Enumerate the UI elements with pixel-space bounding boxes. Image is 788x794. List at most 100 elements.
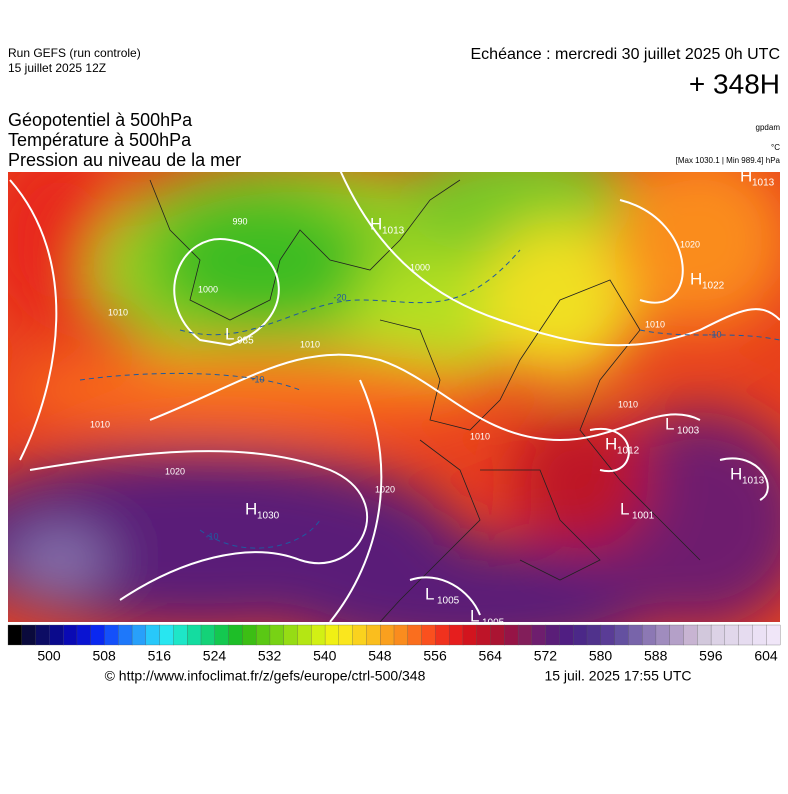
valid-time: Echéance : mercredi 30 juillet 2025 0h U… bbox=[471, 46, 781, 63]
colorbar-label: 508 bbox=[92, 648, 116, 664]
isobar-label: 1020 bbox=[680, 239, 700, 249]
colorbar-label: 556 bbox=[423, 648, 447, 664]
colorbar-cell bbox=[214, 624, 230, 646]
colorbar-cell bbox=[35, 624, 50, 646]
colorbar-cell bbox=[145, 624, 161, 646]
isobar-label: 1010 bbox=[645, 319, 665, 329]
run: Run GEFS (run controle) bbox=[8, 46, 141, 60]
isobar-label: 1000 bbox=[198, 284, 218, 294]
colorbar-cell bbox=[159, 624, 174, 646]
colorbar-cell bbox=[118, 624, 133, 646]
colorbar-label: 604 bbox=[754, 648, 778, 664]
colorbar-cell bbox=[752, 624, 767, 646]
colorbar-cell bbox=[766, 624, 781, 646]
colorbar-cell bbox=[269, 624, 285, 646]
colorbar-cell bbox=[352, 624, 367, 646]
colorbar-cell bbox=[531, 624, 547, 646]
center-value: 1012 bbox=[617, 446, 640, 457]
colorbar-cell bbox=[697, 624, 712, 646]
colorbar-cell bbox=[311, 624, 326, 646]
temperature-label: -10 bbox=[708, 329, 721, 339]
colorbar-cell bbox=[104, 624, 119, 646]
colorbar-cell bbox=[655, 624, 671, 646]
title: Géopotentiel à 500hPa bbox=[8, 110, 193, 130]
colorbar-cell bbox=[462, 624, 478, 646]
colorbar-cell bbox=[173, 624, 188, 646]
colorbar-cell bbox=[76, 624, 92, 646]
center-letter: L bbox=[225, 324, 234, 343]
colorbar-label: 548 bbox=[368, 648, 392, 664]
center-letter: H bbox=[690, 269, 702, 288]
colorbar-cell bbox=[724, 624, 740, 646]
center-value: 1030 bbox=[257, 511, 280, 522]
temperature-label: -10 bbox=[205, 531, 218, 541]
colorbar-cell bbox=[710, 624, 726, 646]
colorbar-cell bbox=[297, 624, 312, 646]
isobar-label: 1010 bbox=[300, 339, 320, 349]
center-letter: L bbox=[425, 584, 434, 603]
colorbar-cell bbox=[366, 624, 381, 646]
center-value: 1001 bbox=[632, 511, 655, 522]
center-letter: H bbox=[370, 214, 382, 233]
colorbar-cell bbox=[255, 624, 271, 646]
colorbar-cell bbox=[21, 624, 37, 646]
isobar-label: 1010 bbox=[618, 399, 638, 409]
colorbar-cell bbox=[448, 624, 464, 646]
colorbar-cell bbox=[283, 624, 298, 646]
colorbar-cell bbox=[490, 624, 505, 646]
title: Pression au niveau de la mer bbox=[8, 150, 241, 170]
colorbar-label: 532 bbox=[258, 648, 282, 664]
colorbar-cell bbox=[324, 624, 340, 646]
unit: °C bbox=[771, 143, 780, 152]
source: © http://www.infoclimat.fr/z/gefs/europe… bbox=[105, 668, 426, 684]
colorbar-label: 588 bbox=[644, 648, 668, 664]
colorbar-cell bbox=[228, 624, 243, 646]
colorbar-cell bbox=[641, 624, 657, 646]
center-letter: L bbox=[665, 414, 674, 433]
colorbar-cell bbox=[628, 624, 643, 646]
center-value: 1003 bbox=[677, 426, 700, 437]
colorbar-label: 516 bbox=[148, 648, 172, 664]
colorbar-cell bbox=[517, 624, 533, 646]
colorbar-cell bbox=[131, 624, 147, 646]
colorbar-cell bbox=[7, 624, 23, 646]
colorbar-cell bbox=[380, 624, 395, 646]
temperature-label: -10 bbox=[251, 374, 264, 384]
colorbar-cell bbox=[421, 624, 436, 646]
isobar-label: 1020 bbox=[375, 484, 395, 494]
title: Température à 500hPa bbox=[8, 130, 192, 150]
colorbar-cell bbox=[669, 624, 684, 646]
colorbar: 500 508 516 524 532 540 548 556 564 572 580 588 596 6… bbox=[7, 624, 781, 664]
unit: [Max 1030.1 | Min 989.4] hPa bbox=[676, 156, 781, 165]
colorbar-label: 500 bbox=[37, 648, 61, 664]
unit: gpdam bbox=[756, 123, 781, 132]
center-letter: H bbox=[740, 166, 752, 185]
colorbar-cell bbox=[90, 624, 105, 646]
isobar-label: 990 bbox=[232, 216, 247, 226]
isobar-label: 1010 bbox=[108, 307, 128, 317]
isobar-label: 1000 bbox=[410, 262, 430, 272]
colorbar-label: 564 bbox=[479, 648, 503, 664]
colorbar-cell bbox=[504, 624, 519, 646]
colorbar-cell bbox=[559, 624, 574, 646]
colorbar-cell bbox=[200, 624, 216, 646]
center-letter: L bbox=[470, 606, 479, 625]
center-value: 1005 bbox=[482, 618, 505, 629]
colorbar-cell bbox=[407, 624, 423, 646]
colorbar-label: 596 bbox=[699, 648, 723, 664]
colorbar-cell bbox=[187, 624, 202, 646]
center-value: 1022 bbox=[702, 281, 725, 292]
colorbar-cell bbox=[614, 624, 629, 646]
colorbar-cell bbox=[435, 624, 450, 646]
center-letter: H bbox=[245, 499, 257, 518]
colorbar-cell bbox=[573, 624, 588, 646]
center-value: 1013 bbox=[752, 178, 775, 189]
colorbar-label: 572 bbox=[534, 648, 558, 664]
center-value: 1013 bbox=[382, 226, 405, 237]
colorbar-label: 540 bbox=[313, 648, 337, 664]
colorbar-cell bbox=[476, 624, 491, 646]
isobar-label: 1010 bbox=[470, 431, 490, 441]
center-letter: L bbox=[620, 499, 629, 518]
